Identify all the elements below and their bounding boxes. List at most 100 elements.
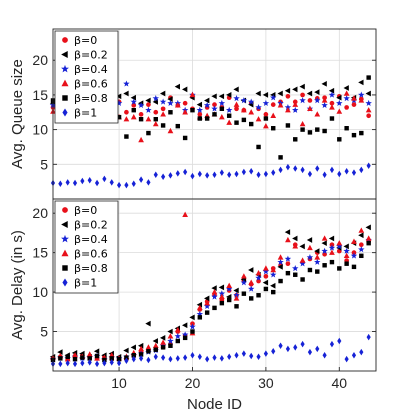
data-point-0-6 [343,90,350,96]
data-point-0-8 [146,130,151,136]
legend-marker-1 [62,108,68,117]
data-point-0-8 [94,353,100,359]
data-point-1 [263,350,268,357]
data-point-0-8 [315,269,320,274]
data-point-1 [359,166,364,174]
data-point-1 [161,173,166,181]
data-point-0-4 [343,247,350,254]
data-point-0-4 [314,258,321,265]
data-point-0-2 [262,92,269,98]
data-point-0-6 [86,351,93,357]
data-point-0-2 [115,93,122,100]
data-point-0-8 [116,114,122,120]
data-point-0-2 [233,86,239,93]
data-point-1 [87,359,92,366]
data-point-0-4 [365,99,372,106]
data-point-0-2 [292,235,298,242]
data-point-0-6 [365,235,372,241]
data-point-1 [249,352,254,360]
data-point-0-6 [167,333,174,339]
data-point-0-4 [115,99,123,106]
data-point-0-8 [271,126,276,131]
data-point-0-2 [365,90,371,97]
y-tick-label: 20 [32,205,48,221]
data-point-0-6 [248,109,255,115]
data-point-1 [131,180,136,187]
data-point-1 [146,356,151,364]
data-point-0-4 [152,95,159,102]
data-point-0-6 [138,136,144,143]
data-point-0-8 [109,356,114,361]
data-point-0 [270,102,276,107]
data-point-0-8 [58,356,63,361]
series-1 [50,333,371,368]
data-point-0-2 [255,90,261,97]
legend-box [54,30,119,124]
data-point-1 [227,171,232,178]
data-point-1 [241,350,246,357]
legend-label: β=0 [74,34,97,47]
data-point-1 [322,351,327,359]
data-point-0-4 [218,290,226,297]
data-point-1 [337,337,342,345]
data-point-0-6 [270,112,277,118]
data-point-1 [102,359,107,367]
data-point-0-6 [255,270,262,276]
data-point-0-8 [190,329,195,334]
data-point-0-8 [329,116,335,121]
data-point-0-4 [211,105,218,112]
data-point-0-2 [343,85,349,91]
data-point-0-6 [160,111,166,117]
y-tick-label: 10 [32,284,48,300]
legend-marker-0 [62,37,68,43]
data-point-0-8 [182,135,188,141]
data-point-0-8 [168,343,173,348]
data-point-0-4 [270,271,277,278]
data-point-0-8 [329,259,335,265]
data-point-0-4 [240,279,248,286]
data-point-1 [139,176,144,183]
data-point-1 [168,172,173,179]
data-point-0-2 [167,96,173,102]
data-point-1 [256,171,261,178]
data-point-0-8 [124,134,129,139]
data-point-0-2 [343,243,349,250]
data-point-0-8 [153,347,158,352]
data-point-1 [205,355,210,363]
legend-marker-0-8 [62,95,68,101]
data-point-1 [190,172,195,180]
data-point-0-8 [72,356,78,362]
data-point-0-4 [358,246,365,253]
legend-label: β=0.4 [74,63,108,76]
data-point-0-8 [300,277,305,282]
data-point-1 [212,354,217,361]
data-point-1 [58,360,63,368]
legend-marker-0-2 [61,50,68,59]
data-point-1 [139,355,144,362]
data-point-0-6 [167,127,174,134]
legend: β=0 β=0.2β=0.4 β=0.6β=0.8 β=1 [54,30,119,124]
data-point-0-6 [182,109,188,115]
data-point-0-2 [218,93,225,100]
data-point-0-8 [219,300,225,306]
data-point-0-8 [197,315,203,320]
data-point-1 [359,348,364,356]
data-point-0-6 [292,101,299,107]
data-point-0-4 [262,99,270,106]
data-point-1 [80,177,85,185]
data-point-1 [271,348,276,355]
legend-label: β=1 [74,277,97,290]
data-point-0-4 [203,101,211,109]
data-point-0-2 [57,349,63,355]
data-point-1 [285,163,290,171]
legend-label: β=0.6 [74,248,108,261]
data-point-0-4 [314,97,321,104]
data-point-0-2 [137,342,144,349]
data-point-0 [234,106,239,112]
data-point-0-2 [196,301,203,308]
data-point-0-2 [218,284,225,291]
data-point-1 [58,180,63,187]
data-point-0-6 [299,257,306,263]
data-point-0-8 [351,132,357,138]
